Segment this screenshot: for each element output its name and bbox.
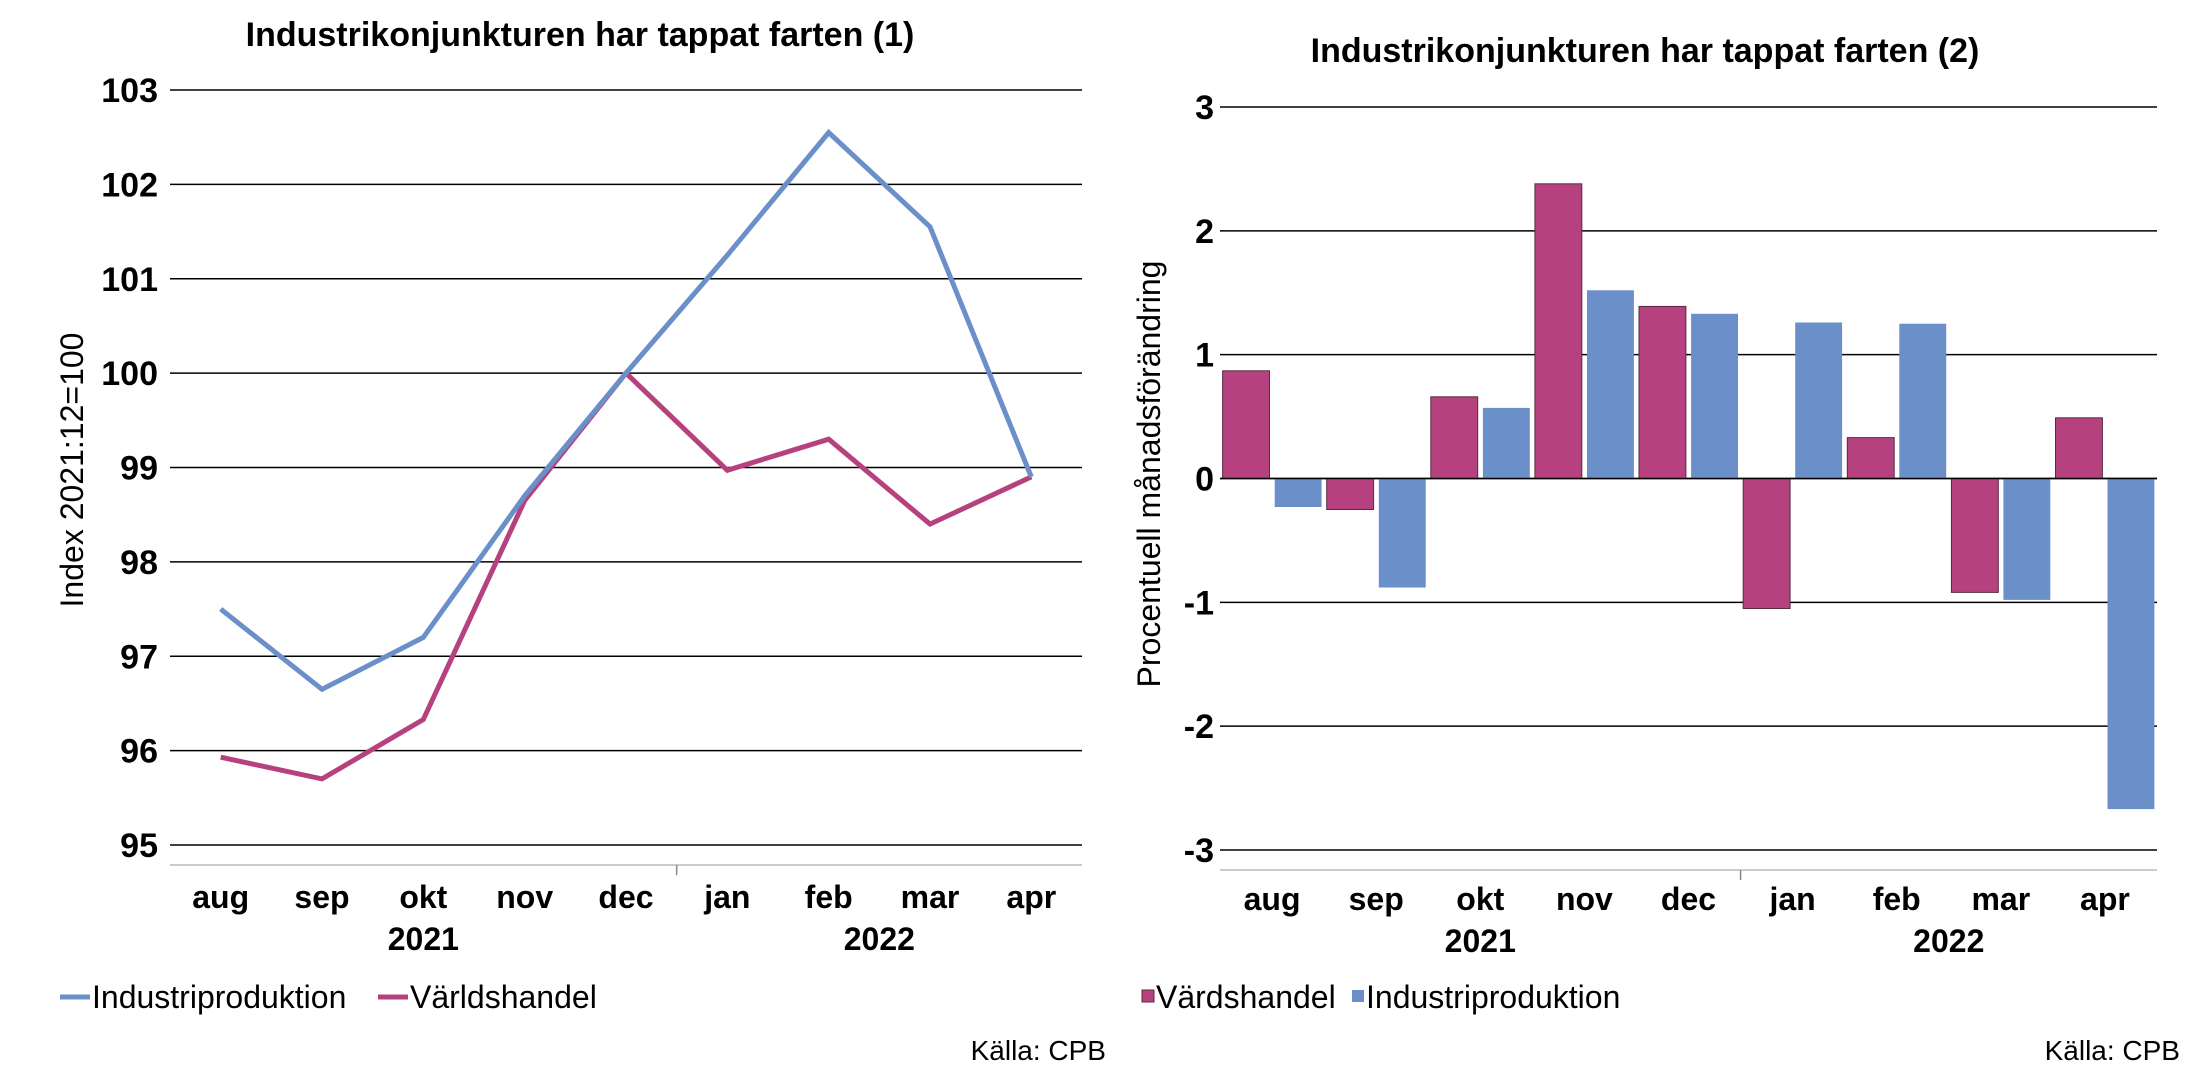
bar-industriproduktion-mar bbox=[2003, 478, 2051, 600]
x-tick-label: apr bbox=[1006, 879, 1056, 915]
y-tick-label: 101 bbox=[101, 261, 158, 299]
line-chart-grid bbox=[170, 89, 1082, 846]
bar-värdshandel-mar bbox=[1950, 478, 1999, 593]
line-chart-series bbox=[219, 128, 1034, 782]
bar-chart: Industrikonjunkturen har tappat farten (… bbox=[1131, 32, 2180, 1066]
y-tick-label: -3 bbox=[1184, 832, 1214, 870]
x-tick-label: okt bbox=[1456, 881, 1504, 917]
y-tick-label: 100 bbox=[101, 355, 158, 393]
x-tick-label: sep bbox=[294, 879, 349, 915]
bar-industriproduktion-jan bbox=[1795, 322, 1843, 479]
bar-värdshandel-nov bbox=[1534, 183, 1583, 480]
x-tick-label: mar bbox=[1971, 881, 2030, 917]
bar-industriproduktion-aug bbox=[1274, 478, 1322, 507]
line-chart-x-axis: aug sep okt nov dec jan feb mar apr 2021 2022 bbox=[170, 864, 1082, 957]
line-chart-y-ticks: 95 96 97 98 99 100 101 102 103 bbox=[101, 72, 158, 865]
bar-chart-title: Industrikonjunkturen har tappat farten (… bbox=[1311, 32, 1980, 70]
y-tick-label: 0 bbox=[1195, 461, 1214, 499]
y-tick-label: 2 bbox=[1195, 213, 1214, 251]
y-tick-label: 102 bbox=[101, 166, 158, 204]
bar-industriproduktion-sep bbox=[1378, 478, 1426, 588]
y-tick-label: 99 bbox=[120, 450, 158, 488]
bar-chart-y-ticks: -3 -2 -1 0 1 2 3 bbox=[1184, 89, 1214, 870]
line-chart-y-axis-label: Index 2021:12=100 bbox=[54, 333, 90, 608]
x-tick-label: sep bbox=[1349, 881, 1404, 917]
x-tick-label: aug bbox=[192, 879, 249, 915]
x-year-label: 2022 bbox=[1913, 923, 1984, 959]
y-tick-label: 3 bbox=[1195, 89, 1214, 127]
bar-värdshandel-apr bbox=[2055, 417, 2103, 479]
x-tick-label: nov bbox=[1556, 881, 1613, 917]
y-tick-label: 96 bbox=[120, 733, 158, 771]
bar-industriproduktion-okt bbox=[1482, 407, 1530, 479]
x-tick-label: apr bbox=[2080, 881, 2130, 917]
x-tick-label: feb bbox=[1873, 881, 1921, 917]
bar-värdshandel-dec bbox=[1638, 305, 1687, 479]
bar-värdshandel-jan bbox=[1742, 478, 1791, 609]
x-tick-label: mar bbox=[901, 879, 960, 915]
bar-värdshandel-sep bbox=[1326, 478, 1375, 510]
x-tick-label: aug bbox=[1244, 881, 1301, 917]
legend-label: Värdshandel bbox=[1156, 979, 1336, 1015]
y-tick-label: 98 bbox=[120, 544, 158, 582]
x-tick-label: jan bbox=[703, 879, 750, 915]
x-tick-label: jan bbox=[1768, 881, 1815, 917]
bar-industriproduktion-dec bbox=[1691, 313, 1738, 479]
line-chart-source: Källa: CPB bbox=[971, 1035, 1106, 1066]
bar-industriproduktion-nov bbox=[1587, 290, 1634, 479]
bar-chart-x-axis: aug sep okt nov dec jan feb mar apr 2021 2022 bbox=[1220, 869, 2157, 959]
x-tick-label: feb bbox=[805, 879, 853, 915]
y-tick-label: -2 bbox=[1184, 708, 1214, 746]
x-year-label: 2022 bbox=[844, 921, 915, 957]
bar-chart-source: Källa: CPB bbox=[2045, 1035, 2180, 1066]
x-tick-label: dec bbox=[1661, 881, 1716, 917]
bar-industriproduktion-feb bbox=[1899, 323, 1947, 479]
bar-värdshandel-okt bbox=[1430, 396, 1479, 479]
x-year-label: 2021 bbox=[388, 921, 459, 957]
x-tick-label: okt bbox=[399, 879, 447, 915]
bar-chart-bars bbox=[1222, 183, 2155, 810]
y-tick-label: -1 bbox=[1184, 584, 1214, 622]
x-year-label: 2021 bbox=[1445, 923, 1516, 959]
legend-swatch bbox=[1352, 990, 1364, 1002]
y-tick-label: 1 bbox=[1195, 337, 1214, 375]
line-chart-title: Industrikonjunkturen har tappat farten (… bbox=[246, 16, 915, 54]
legend-label: Industriproduktion bbox=[92, 979, 346, 1015]
x-tick-label: nov bbox=[496, 879, 553, 915]
y-tick-label: 97 bbox=[120, 638, 158, 676]
y-tick-label: 95 bbox=[120, 827, 158, 865]
bar-chart-y-axis-label: Procentuell månadsförändring bbox=[1131, 261, 1167, 688]
legend-label: Industriproduktion bbox=[1366, 979, 1620, 1015]
y-tick-label: 103 bbox=[101, 72, 158, 110]
line-chart: Industrikonjunkturen har tappat farten (… bbox=[54, 16, 1106, 1066]
series-line-världshandel bbox=[220, 369, 1033, 782]
legend-swatch bbox=[1141, 989, 1155, 1003]
legend-label: Världshandel bbox=[410, 979, 597, 1015]
x-tick-label: dec bbox=[598, 879, 653, 915]
bar-värdshandel-aug bbox=[1222, 370, 1270, 479]
bar-industriproduktion-apr bbox=[2107, 478, 2155, 810]
series-line-industriproduktion bbox=[219, 128, 1034, 693]
bar-värdshandel-feb bbox=[1846, 437, 1895, 480]
bar-chart-legend: Värdshandel Industriproduktion bbox=[1141, 979, 1620, 1015]
line-chart-legend: Industriproduktion Världshandel bbox=[60, 979, 597, 1015]
